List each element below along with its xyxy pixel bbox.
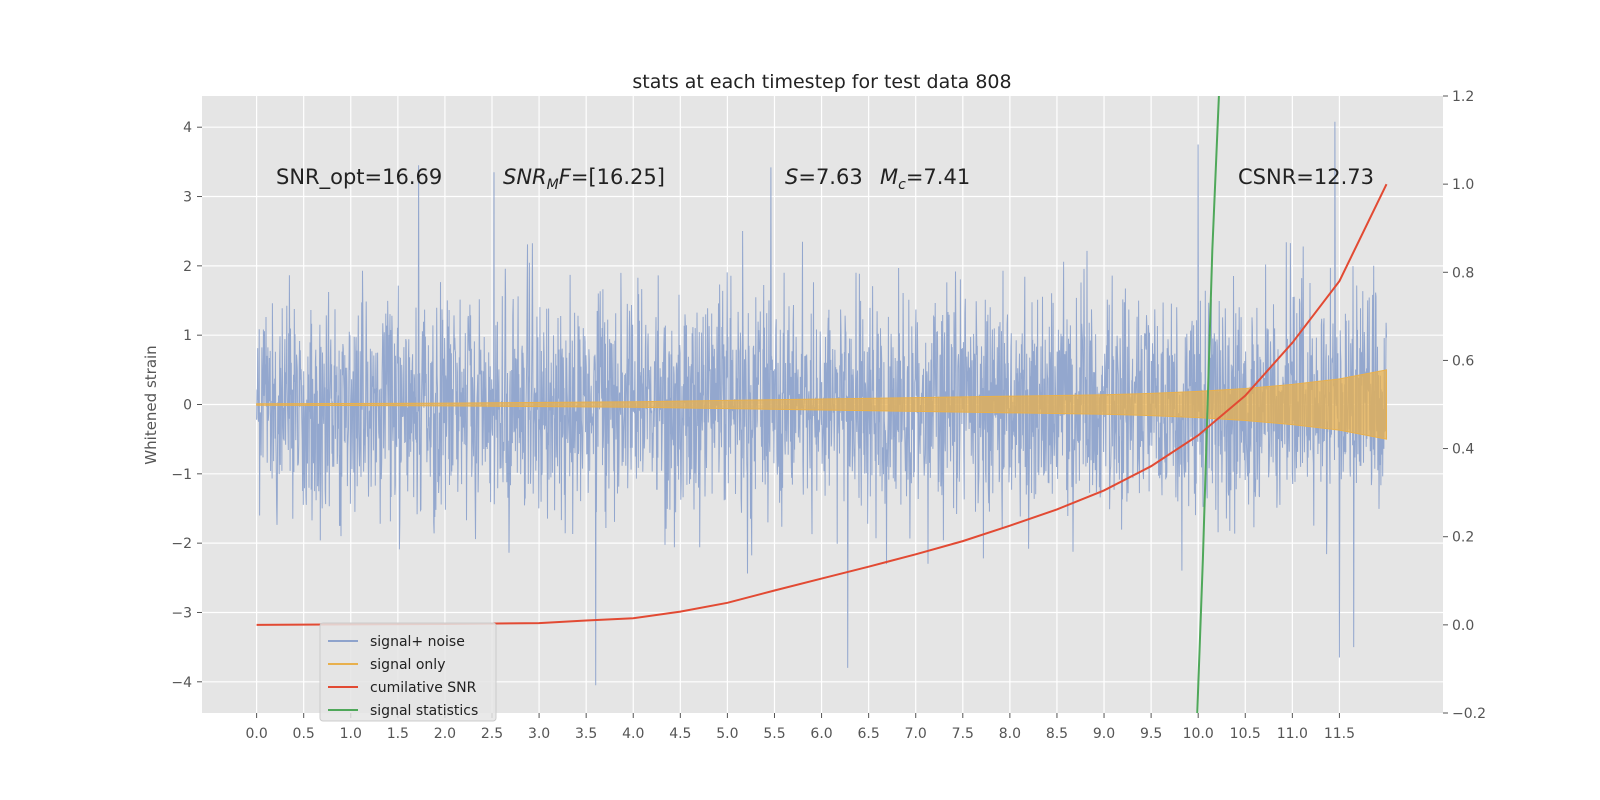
x-tick-label: 10.5: [1230, 726, 1261, 742]
annotation-s: S=7.63: [785, 165, 863, 189]
x-tick-label: 8.0: [999, 726, 1021, 742]
x-tick-label: 4.0: [622, 726, 644, 742]
x-tick-label: 2.5: [481, 726, 503, 742]
signal-statistics-series: [1196, 95, 1220, 714]
snr-mf-rest-f: F: [559, 165, 572, 189]
annotation-snr-mf: SNRMF=[16.25]: [503, 165, 665, 193]
legend-items: signal+ noise signal only cumilative SNR si…: [328, 634, 478, 719]
mc-value: =7.41: [906, 165, 970, 189]
x-tick-label: 2.0: [434, 726, 456, 742]
x-tick-label: 10.0: [1183, 726, 1214, 742]
signal-only-area: [256, 369, 1388, 440]
x-tick-label: 0.0: [245, 726, 267, 742]
y-left-tick-label: −1: [171, 467, 192, 483]
snr-mf-subscript: M: [547, 177, 559, 193]
legend-label: signal+ noise: [370, 634, 465, 650]
x-tick-label: 4.5: [669, 726, 691, 742]
x-tick-label: 5.5: [763, 726, 785, 742]
y-axis-label: Whitened strain: [142, 345, 160, 464]
y-left-tick-label: 0: [183, 398, 192, 414]
annotation-snr-opt: SNR_opt=16.69: [276, 165, 442, 190]
x-tick-label: 11.5: [1324, 726, 1355, 742]
x-tick-label: 9.0: [1093, 726, 1115, 742]
x-tick-label: 5.0: [716, 726, 738, 742]
x-tick-label: 0.5: [293, 726, 315, 742]
x-tick-label: 6.5: [858, 726, 880, 742]
y-right-tick-label: 1.2: [1452, 89, 1474, 105]
x-tick-label: 1.0: [340, 726, 362, 742]
x-tick-label: 7.0: [905, 726, 927, 742]
s-symbol: S: [785, 165, 798, 189]
y-right-tick-label: −0.2: [1452, 706, 1486, 722]
cumulative-snr-series: [256, 183, 1388, 626]
signal-statistics-line: [1196, 95, 1220, 714]
y-right-tick-label: 0.8: [1452, 265, 1474, 281]
legend-label: signal only: [370, 657, 445, 673]
snr-mf-symbol: SNR: [503, 165, 547, 189]
legend-box: [319, 622, 497, 722]
x-tick-label: 3.5: [575, 726, 597, 742]
x-tick-label: 11.0: [1277, 726, 1308, 742]
x-tick-label: 3.0: [528, 726, 550, 742]
y-right-tick-label: 0.4: [1452, 442, 1474, 458]
x-tick-label: 6.0: [810, 726, 832, 742]
mc-symbol: M: [880, 165, 898, 189]
snr-mf-rest: =[16.25]: [571, 165, 665, 189]
cumulative-snr-line: [256, 183, 1388, 626]
x-tick-label: 7.5: [952, 726, 974, 742]
y-left-tick-label: 2: [183, 259, 192, 275]
y-right-axis-ticks: 1.2 1.0 0.8 0.6 0.4 0.2 0.0 −0.2: [1443, 89, 1486, 722]
y-left-tick-label: 1: [183, 328, 192, 344]
legend: signal+ noise signal only cumilative SNR si…: [319, 622, 497, 722]
y-right-tick-label: 0.6: [1452, 353, 1474, 369]
x-axis-ticks: 0.0 0.5 1.0 1.5 2.0 2.5 3.0 3.5 4.0 4.5 5.0 5.5 6.0 6…: [245, 713, 1355, 742]
legend-label: signal statistics: [370, 703, 478, 719]
y-right-tick-label: 1.0: [1452, 177, 1474, 193]
legend-label: cumilative SNR: [370, 680, 477, 696]
y-left-tick-label: −4: [171, 675, 192, 691]
y-right-tick-label: 0.0: [1452, 618, 1474, 634]
y-left-axis-ticks: 4 3 2 1 0 −1 −2 −3 −4: [171, 120, 202, 691]
annotation-mc: Mc=7.41: [880, 165, 970, 193]
signal-only-series: [256, 369, 1388, 440]
chart-title: stats at each timestep for test data 808: [632, 71, 1011, 93]
x-tick-label: 9.5: [1140, 726, 1162, 742]
y-left-tick-label: 4: [183, 120, 192, 136]
annotations: SNR_opt=16.69 SNRMF=[16.25] S=7.63 Mc=7.…: [276, 165, 1374, 193]
y-left-tick-label: −2: [171, 536, 192, 552]
s-value: =7.63: [798, 165, 862, 189]
x-tick-label: 8.5: [1046, 726, 1068, 742]
y-right-tick-label: 0.2: [1452, 530, 1474, 546]
x-tick-label: 1.5: [387, 726, 409, 742]
mc-subscript: c: [898, 177, 906, 193]
annotation-csnr: CSNR=12.73: [1238, 165, 1374, 189]
y-left-tick-label: −3: [171, 605, 192, 621]
y-left-tick-label: 3: [183, 190, 192, 206]
